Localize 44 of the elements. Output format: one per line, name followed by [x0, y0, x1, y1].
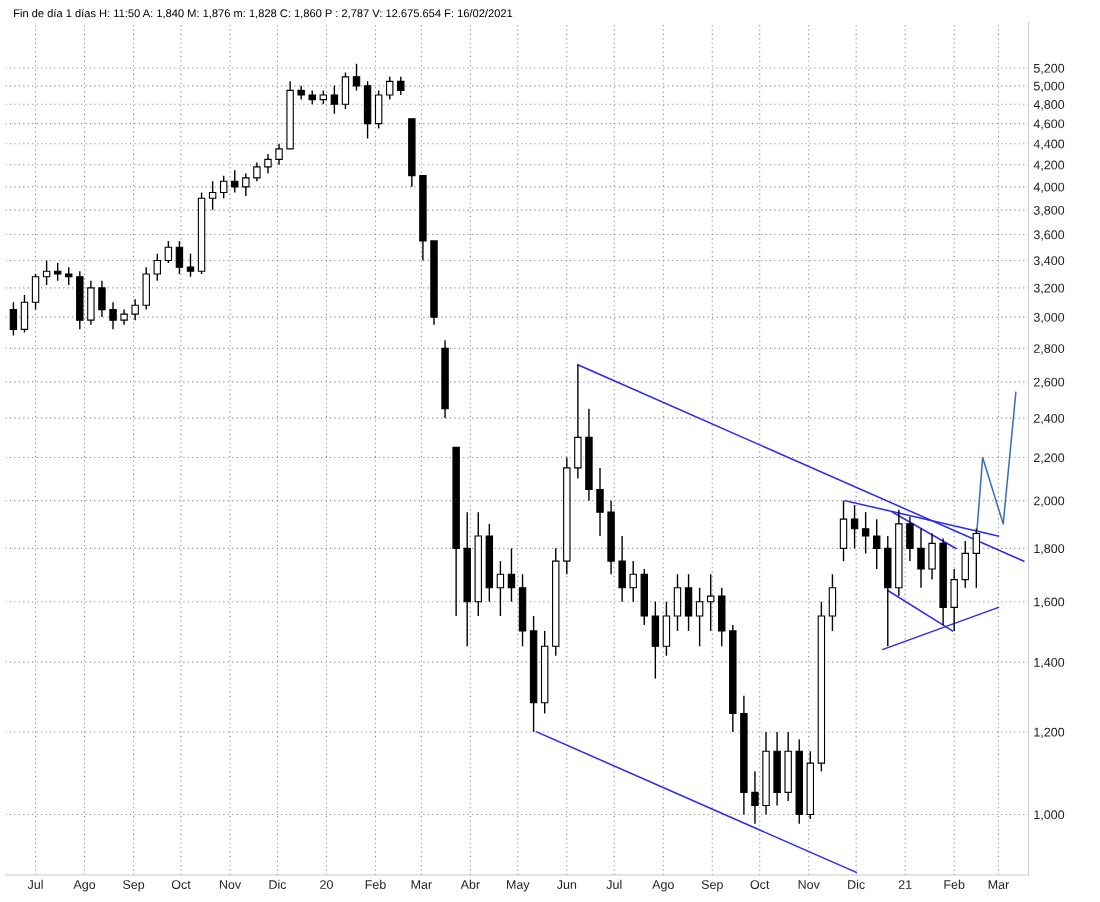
x-tick-label: 20: [320, 880, 333, 889]
y-tick-label: 3,400: [1033, 256, 1065, 267]
x-tick-label: Dic: [848, 879, 865, 889]
x-tick-label: Feb: [365, 879, 386, 889]
y-tick-label: 2,400: [1033, 413, 1065, 425]
y-tick-label: 4,000: [1033, 182, 1065, 193]
x-tick-label: Feb: [944, 879, 965, 889]
x-tick-label: Abr: [460, 879, 480, 889]
y-tick-label: 1,600: [1034, 597, 1065, 608]
x-tick-label: Oct: [171, 880, 191, 889]
x-tick-label: Jun: [556, 880, 577, 889]
y-tick-label: 5,000: [1033, 81, 1065, 92]
y-tick-label: 3,800: [1033, 205, 1065, 217]
y-tick-label: 4,200: [1033, 160, 1065, 171]
y-tick-label: 4,600: [1033, 119, 1065, 130]
chart-title: Fin de día 1 días H: 11:50 A: 1,840 M: 1,876 m: 1,828 C: 1,860 P : 2,787 V: 12.675.654 F: 16/02/2021: [14, 8, 513, 19]
x-tick-label: 21: [898, 880, 912, 889]
x-tick-label: May: [507, 880, 530, 892]
y-tick-label: 1,400: [1034, 657, 1065, 669]
x-tick-label: Sep: [701, 880, 723, 892]
y-tick-label: 1,000: [1034, 810, 1065, 821]
y-tick-label: 4,800: [1033, 100, 1065, 111]
y-tick-label: 5,200: [1033, 63, 1065, 75]
x-tick-label: Ago: [73, 880, 96, 892]
y-tick-label: 3,600: [1033, 230, 1065, 241]
y-tick-label: 3,000: [1033, 312, 1065, 324]
x-tick-label: Jul: [606, 879, 622, 889]
x-tick-label: Jul: [27, 879, 43, 889]
y-tick-label: 2,000: [1033, 496, 1065, 507]
x-tick-label: Ago: [652, 880, 674, 892]
x-tick-label: Mar: [411, 880, 432, 889]
x-tick-label: Oct: [750, 880, 770, 889]
x-tick-label: Mar: [988, 880, 1010, 889]
y-tick-label: 2,800: [1033, 344, 1065, 355]
x-tick-label: Nov: [798, 880, 820, 889]
y-tick-label: 2,200: [1033, 453, 1065, 464]
y-tick-label: 4,400: [1033, 139, 1065, 150]
x-tick-label: Nov: [219, 880, 242, 889]
x-tick-label: Sep: [123, 880, 145, 892]
y-tick-label: 2,600: [1033, 377, 1065, 389]
y-tick-label: 1,200: [1034, 727, 1065, 739]
y-tick-label: 3,200: [1033, 283, 1065, 295]
y-tick-label: 1,800: [1034, 544, 1065, 555]
x-tick-label: Dic: [269, 879, 287, 889]
